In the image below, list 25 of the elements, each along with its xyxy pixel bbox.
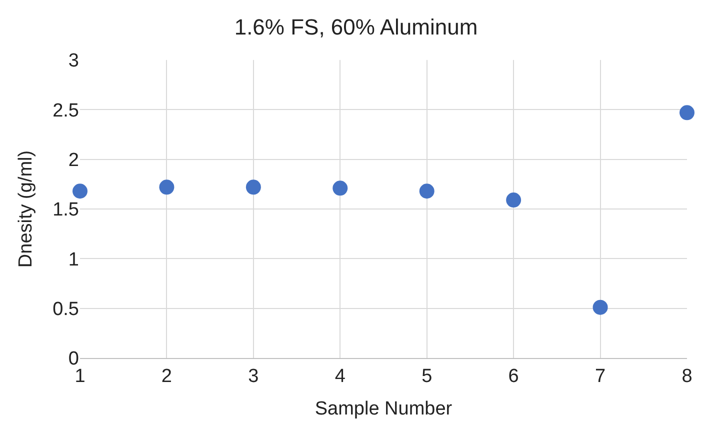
- y-tick-label: 2: [68, 150, 79, 171]
- y-tick-label: 0: [68, 348, 79, 370]
- y-tick-label: 1: [68, 249, 79, 270]
- x-tick-label: 5: [422, 366, 432, 387]
- x-tick-label: 2: [161, 366, 172, 387]
- point: [332, 180, 348, 196]
- chart-title: 1.6% FS, 60% Aluminum: [234, 14, 478, 40]
- x-tick-label: 4: [334, 366, 346, 387]
- point: [419, 184, 434, 199]
- x-tick-label: 3: [248, 366, 259, 387]
- point: [246, 180, 261, 195]
- point: [72, 184, 88, 199]
- x-tick-label: 8: [682, 366, 692, 387]
- y-tick-label: 3: [68, 50, 79, 72]
- y-axis-title: Dnesity (g/ml): [15, 150, 36, 268]
- point: [159, 180, 174, 195]
- y-tick-label: 1.5: [52, 200, 79, 221]
- x-tick-label: 7: [595, 366, 606, 387]
- y-tick-label: 2.5: [52, 100, 79, 122]
- y-tick-label: 0.5: [52, 298, 79, 320]
- point: [592, 300, 608, 315]
- point: [506, 192, 522, 208]
- point: [680, 105, 694, 120]
- x-tick-label: 6: [508, 366, 519, 387]
- x-axis-title: Sample Number: [314, 398, 453, 420]
